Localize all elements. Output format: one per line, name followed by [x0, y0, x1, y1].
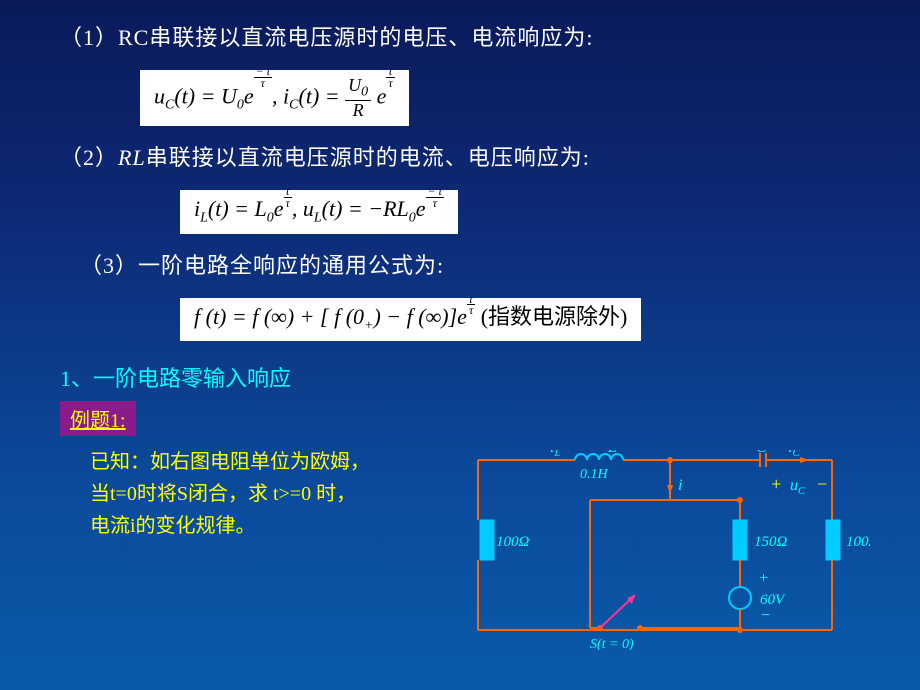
- svg-text:L: L: [607, 450, 617, 456]
- text-1: （1）RC串联接以直流电压源时的电压、电流响应为:: [60, 20, 860, 52]
- formula-3: f (t) = f (∞) + [ f (0+) − f (∞)]etτ (指数…: [180, 298, 641, 341]
- svg-text:60V: 60V: [760, 592, 786, 608]
- section-title: 1、一阶电路零输入响应: [60, 361, 860, 393]
- formula-2: iL(t) = L0etτ, uL(t) = −RL0e− tτ: [180, 190, 458, 233]
- svg-text:−: −: [760, 607, 771, 624]
- svg-text:uC: uC: [790, 477, 806, 497]
- text-2: （2）RL串联接以直流电压源时的电流、电压响应为:: [60, 140, 860, 172]
- svg-text:100Ω: 100Ω: [846, 534, 870, 550]
- formula-1: uC(t) = U0e− tτ, iC(t) = U0R etτ: [140, 70, 409, 126]
- svg-text:iL: iL: [550, 450, 560, 459]
- svg-text:i: i: [678, 477, 682, 494]
- svg-text:+: +: [758, 570, 769, 587]
- svg-text:150Ω: 150Ω: [754, 534, 788, 550]
- text-3: （3）一阶电路全响应的通用公式为:: [80, 248, 860, 280]
- svg-text:100Ω: 100Ω: [496, 534, 530, 550]
- svg-text:S(t = 0): S(t = 0): [590, 637, 634, 650]
- svg-text:0.1H: 0.1H: [580, 467, 609, 482]
- svg-text:C: C: [756, 450, 767, 456]
- example-label: 例题1:: [60, 401, 136, 436]
- svg-text:iC: iC: [788, 450, 800, 459]
- svg-text:+: +: [770, 474, 782, 494]
- svg-text:−: −: [816, 474, 828, 494]
- circuit-diagram: iLL0.1HCiCi+uC−100Ω100Ω150Ω+−60VS(t = 0): [470, 450, 870, 650]
